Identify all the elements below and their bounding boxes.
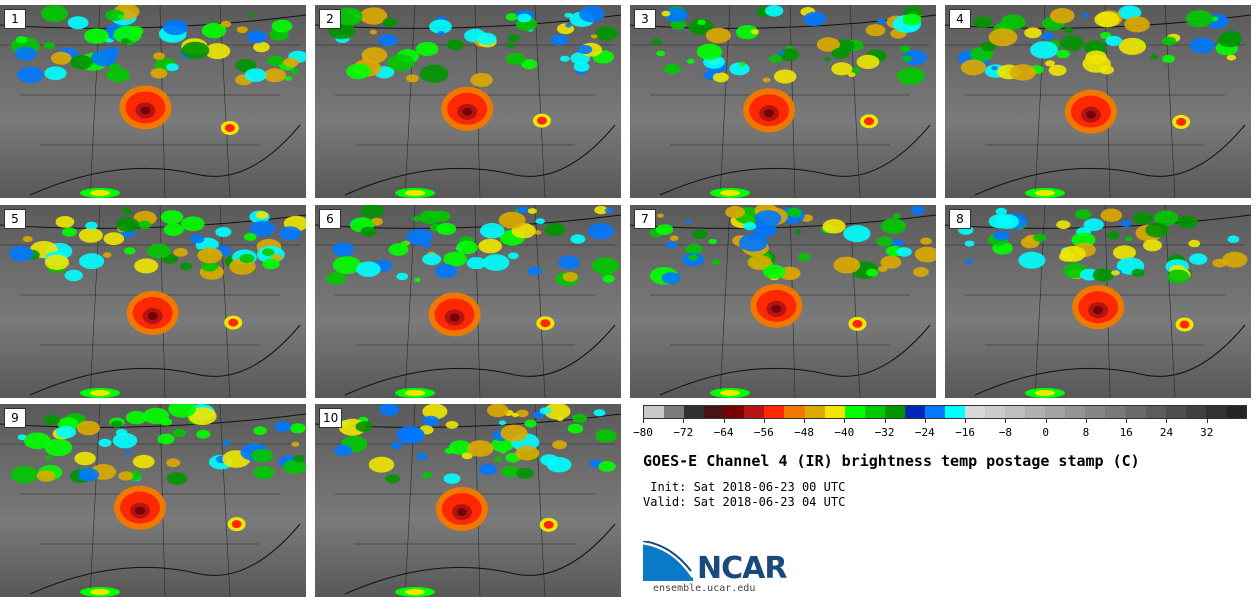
tick-label: 0 (1042, 426, 1049, 439)
panel-number: 7 (634, 209, 656, 229)
panel-number: 5 (4, 209, 26, 229)
tick-label: 24 (1159, 426, 1174, 439)
map-icon (0, 404, 306, 597)
colorbar-segment (985, 406, 1006, 418)
tick-mark (643, 419, 644, 423)
tick-mark (1126, 419, 1128, 423)
tick-label: −32 (874, 426, 895, 439)
colorbar-segment (804, 406, 825, 418)
panel-number: 10 (319, 408, 343, 428)
colorbar-segment (864, 406, 885, 418)
colorbar-segment (1225, 406, 1246, 418)
postage-stamp-panel[interactable]: 6 (315, 205, 621, 398)
tick-mark (1005, 419, 1007, 423)
tick-mark (1045, 419, 1047, 423)
tick-mark (844, 419, 846, 423)
tick-label: −48 (794, 426, 814, 439)
colorbar-segment (664, 406, 685, 418)
valid-time: Valid: Sat 2018-06-23 04 UTC (643, 495, 846, 509)
colorbar-segment (1145, 406, 1166, 418)
map-icon (630, 205, 936, 398)
colorbar-segment (1005, 406, 1026, 418)
colorbar-segment (1205, 406, 1226, 418)
colorbar-segment (1025, 406, 1046, 418)
colorbar-segment (1085, 406, 1106, 418)
colorbar-segment (1165, 406, 1186, 418)
tick-mark (1166, 419, 1168, 423)
postage-stamp-panel[interactable]: 5 (0, 205, 306, 398)
colorbar-segment (904, 406, 925, 418)
figure-title: GOES-E Channel 4 (IR) brightness temp po… (643, 452, 1140, 470)
colorbar-segment (1185, 406, 1206, 418)
tick-label: 16 (1119, 426, 1133, 439)
colorbar-segment (764, 406, 785, 418)
panel-number: 9 (4, 408, 26, 428)
panel-number: 1 (4, 9, 26, 29)
colorbar-segment (1105, 406, 1126, 418)
map-icon (0, 205, 306, 398)
map-icon (315, 404, 621, 597)
postage-stamp-panel[interactable]: 3 (630, 5, 936, 198)
tick-label: 32 (1200, 426, 1214, 439)
tick-mark (1206, 419, 1208, 423)
colorbar-segment (1125, 406, 1146, 418)
tick-mark (965, 419, 967, 423)
panel-number: 8 (949, 209, 971, 229)
colorbar-segment (944, 406, 965, 418)
map-icon (315, 5, 621, 198)
temperature-colorbar (643, 405, 1247, 419)
postage-stamp-panel[interactable]: 1 (0, 5, 306, 198)
tick-label: −8 (998, 426, 1013, 439)
tick-label: −72 (673, 426, 694, 439)
colorbar-segment (824, 406, 845, 418)
postage-stamp-panel[interactable]: 9 (0, 404, 306, 597)
colorbar-segment (965, 406, 986, 418)
tick-label: −16 (955, 426, 976, 439)
map-icon (0, 5, 306, 198)
tick-mark (884, 419, 886, 423)
colorbar-segment (704, 406, 725, 418)
colorbar-segment (784, 406, 805, 418)
panel-number: 2 (319, 9, 341, 29)
colorbar-segment (1045, 406, 1066, 418)
tick-label: 8 (1082, 426, 1090, 439)
map-icon (945, 5, 1251, 198)
panel-number: 6 (319, 209, 341, 229)
tick-label: −64 (713, 426, 734, 439)
colorbar-segment (684, 406, 705, 418)
colorbar-segment (924, 406, 945, 418)
tick-label: −40 (834, 426, 855, 439)
tick-mark (924, 419, 926, 423)
postage-stamp-panel[interactable]: 2 (315, 5, 621, 198)
tick-mark (723, 419, 725, 423)
tick-label: −24 (914, 426, 935, 439)
colorbar-segment (1065, 406, 1086, 418)
panel-number: 4 (949, 9, 971, 29)
postage-stamp-panel[interactable]: 7 (630, 205, 936, 398)
tick-label: −56 (753, 426, 774, 439)
map-icon (945, 205, 1251, 398)
postage-stamp-panel[interactable]: 8 (945, 205, 1251, 398)
postage-stamp-panel[interactable]: 4 (945, 5, 1251, 198)
map-icon (630, 5, 936, 198)
site-url[interactable]: ensemble.ucar.edu (653, 583, 756, 594)
panel-number: 3 (634, 9, 656, 29)
colorbar-segment (884, 406, 905, 418)
tick-label: −80 (633, 426, 653, 439)
tick-mark (804, 419, 806, 423)
colorbar-segment (724, 406, 745, 418)
tick-mark (763, 419, 765, 423)
ncar-logo-icon (643, 541, 695, 581)
map-icon (315, 205, 621, 398)
colorbar-segment (744, 406, 765, 418)
init-time: Init: Sat 2018-06-23 00 UTC (643, 480, 846, 494)
tick-mark (1085, 419, 1087, 423)
colorbar-segment (844, 406, 865, 418)
postage-stamp-panel[interactable]: 10 (315, 404, 621, 597)
colorbar-segment (644, 406, 665, 418)
tick-mark (683, 419, 685, 423)
ncar-wordmark: NCAR (697, 551, 787, 586)
